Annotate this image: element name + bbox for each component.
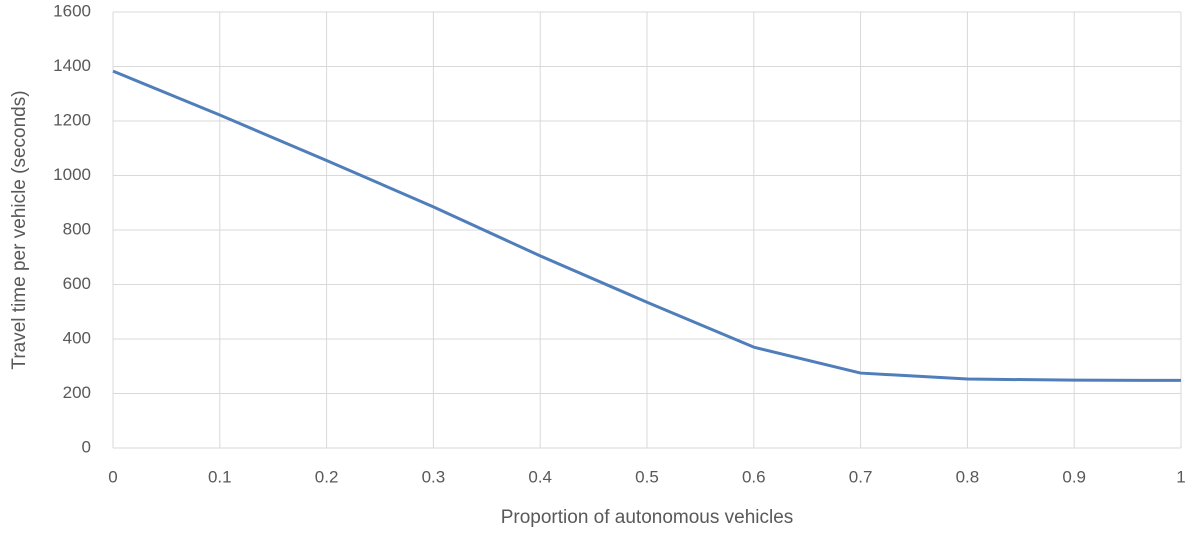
x-tick-label: 0.8 [956,467,980,486]
x-tick-label: 0.1 [208,467,232,486]
y-tick-label: 400 [63,328,91,347]
y-tick-label: 200 [63,383,91,402]
y-tick-label: 1200 [53,110,91,129]
x-tick-label: 1 [1176,467,1185,486]
y-tick-label: 800 [63,219,91,238]
y-tick-label: 1000 [53,165,91,184]
x-tick-label: 0.3 [422,467,446,486]
x-tick-label: 0.4 [528,467,552,486]
y-axis-label: Travel time per vehicle (seconds) [9,90,30,369]
x-tick-label: 0.5 [635,467,659,486]
x-tick-label: 0.6 [742,467,766,486]
x-tick-label: 0 [108,467,117,486]
y-tick-label: 1400 [53,56,91,75]
line [112,69,1182,382]
x-tick-label: 0.7 [849,467,873,486]
x-tick-label: 0.2 [315,467,339,486]
y-tick-label: 600 [63,274,91,293]
y-tick-label: 1600 [53,1,91,20]
x-tick-label: 0.9 [1062,467,1086,486]
x-axis-label: Proportion of autonomous vehicles [501,507,794,528]
y-tick-label: 0 [82,437,91,456]
